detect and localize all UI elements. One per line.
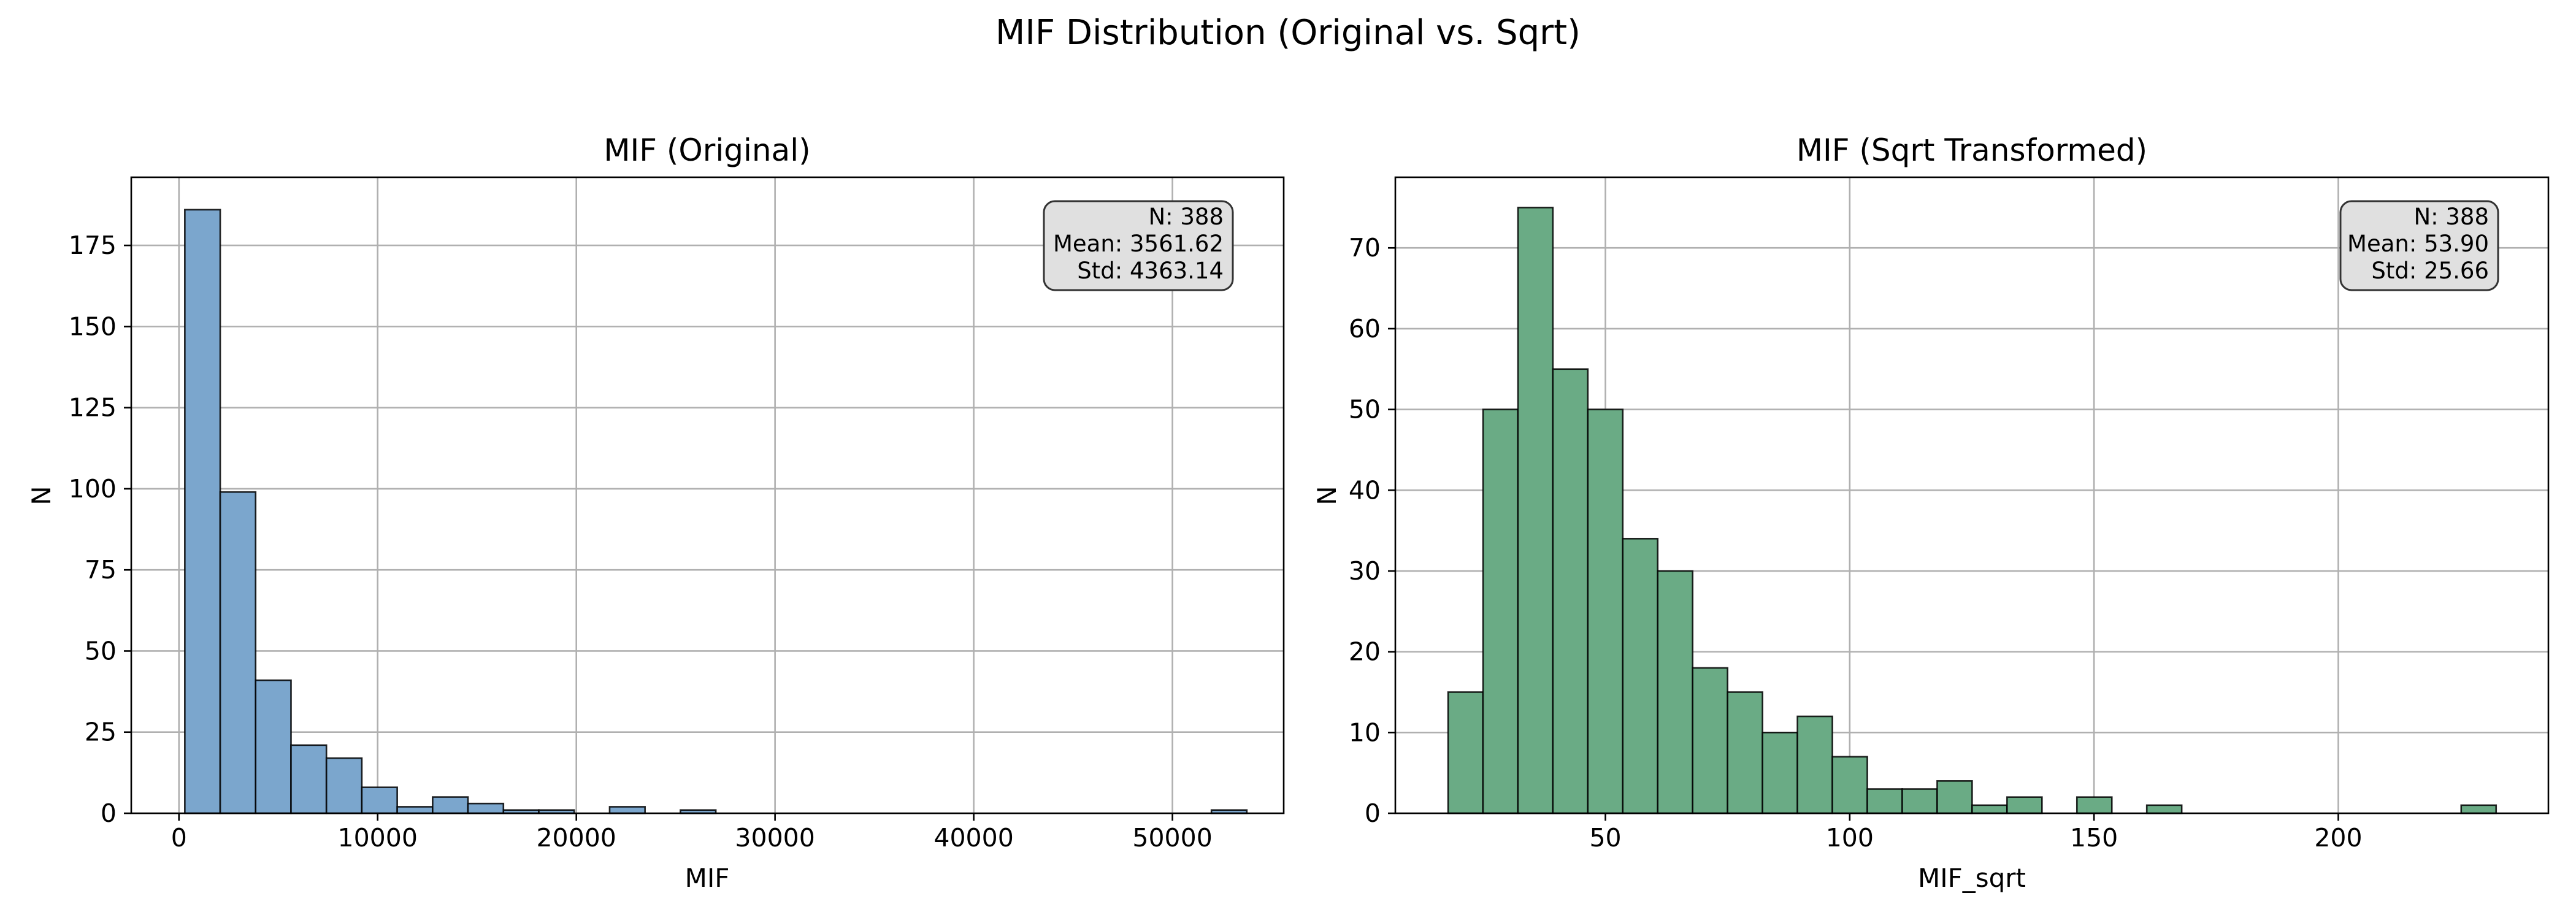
y-tick-label: 0 [101,799,117,828]
y-tick-label: 10 [1349,718,1381,747]
histogram-bar [1517,207,1554,815]
y-tick-label: 50 [85,636,117,665]
histogram-bar [1971,804,2008,815]
histogram-bar [2145,804,2183,815]
stats-n: N: 388 [1148,204,1224,230]
histogram-bar [1692,667,1728,815]
panel-title-sqrt: MIF (Sqrt Transformed) [1796,132,2147,168]
stats-box-background [1043,200,1234,291]
x-tick-label: 0 [171,823,187,853]
panel-title-original: MIF (Original) [604,132,810,168]
histogram-bar [290,744,328,815]
histogram-sqrt: MIF (Sqrt Transformed) MIF_sqrt N 50 100 1… [1312,132,2550,893]
y-axis-label-sqrt: N [1312,486,1342,505]
bars-original [184,209,1248,815]
histogram-bar [361,786,398,815]
stats-n: N: 388 [2413,204,2489,230]
stats-box-sqrt: N: 388 Mean: 53.90 Std: 25.66 [2339,200,2499,291]
figure-title: MIF Distribution (Original vs. Sqrt) [995,13,1581,53]
x-tick-label: 40000 [933,823,1013,853]
histogram-bar [467,802,505,815]
x-tick-label: 150 [2070,823,2118,853]
stats-box-original: N: 388 Mean: 3561.62 Std: 4363.14 [1043,200,1234,291]
histogram-bar [396,806,434,815]
y-axis-label-original: N [26,486,56,505]
y-tick-label: 40 [1349,475,1381,505]
ticks-original: 0 10000 20000 30000 40000 50000 0 25 50 75 100 125 1… [69,231,1213,853]
y-tick-label: 100 [69,474,117,504]
histogram-bar [2076,796,2113,815]
stats-box-background [2339,200,2499,291]
histogram-bar [1622,537,1659,815]
histogram-bar [1866,788,1903,815]
histogram-bar [1761,732,1798,815]
x-axis-label-original: MIF [685,863,730,893]
y-tick-label: 30 [1349,556,1381,586]
x-tick-label: 50000 [1132,823,1212,853]
x-axis-label-sqrt: MIF_sqrt [1918,863,2026,893]
stats-std: Std: 4363.14 [1077,258,1224,284]
histogram-bar [255,679,292,815]
stats-std: Std: 25.66 [2371,258,2489,284]
x-tick-label: 100 [1826,823,1874,853]
histogram-bar [219,491,257,815]
histogram-bar [2006,796,2043,815]
x-tick-label: 200 [2314,823,2362,853]
stats-mean: Mean: 3561.62 [1053,231,1224,257]
plot-frame-sqrt [1394,176,2550,815]
y-tick-label: 75 [85,555,117,585]
x-tick-label: 10000 [337,823,417,853]
stats-mean: Mean: 53.90 [2347,231,2489,257]
y-tick-label: 175 [69,231,117,260]
histogram-bar [1587,408,1624,815]
histogram-bar [1482,408,1519,815]
y-tick-label: 60 [1349,314,1381,343]
histogram-bar [1796,715,1833,815]
histogram-bar [325,757,363,815]
y-tick-label: 70 [1349,233,1381,263]
histogram-bar [1727,691,1763,815]
y-tick-label: 50 [1349,395,1381,424]
ticks-sqrt: 50 100 150 200 0 10 20 30 40 50 60 70 [1349,233,2363,853]
histogram-bar [184,209,221,815]
y-tick-label: 20 [1349,637,1381,667]
y-tick-label: 0 [1365,799,1381,828]
histogram-bar [608,806,646,815]
x-tick-label: 30000 [735,823,815,853]
x-tick-label: 20000 [536,823,616,853]
histogram-original: MIF (Original) MIF N 0 10000 20000 30000 400… [26,132,1285,893]
histogram-bar [1657,570,1694,815]
histogram-bar [1447,691,1484,815]
x-tick-label: 50 [1589,823,1621,853]
histogram-bar [432,796,469,815]
histogram-bar [1936,780,1973,815]
y-tick-label: 25 [85,718,117,747]
y-tick-label: 150 [69,312,117,341]
y-tick-label: 125 [69,393,117,423]
histogram-bar [1552,368,1589,815]
histogram-bar [1831,756,1868,815]
histogram-bar [1901,788,1938,815]
histogram-bar [2460,804,2497,815]
plot-frame-original [130,176,1285,815]
